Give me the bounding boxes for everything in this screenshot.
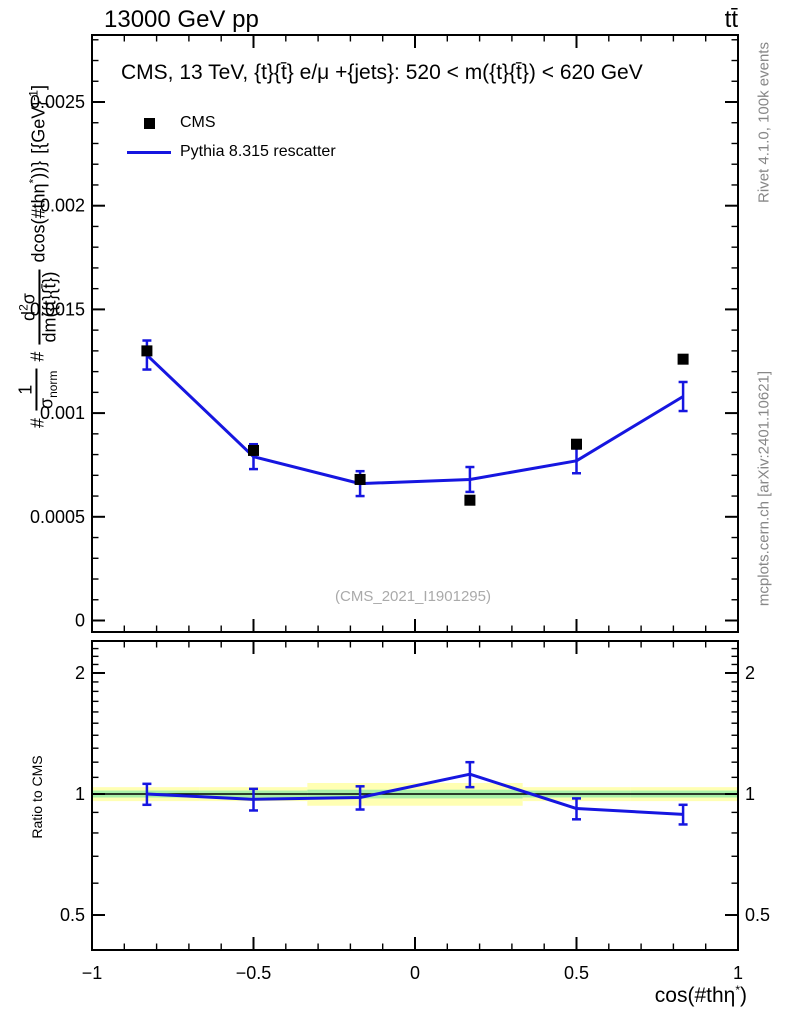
ylabel-tail: dcos(#thη*))} — [26, 161, 49, 263]
plot-title: CMS, 13 TeV, {t}{t̄} e/μ +{jets}: 520 < … — [121, 61, 643, 84]
cms-data-marker — [677, 353, 689, 365]
y-axis-tick-label: 0.001 — [40, 403, 85, 423]
norm-subscript: norm — [45, 370, 60, 398]
analysis-id-watermark: (CMS_2021_I1901295) — [335, 588, 491, 605]
cms-data-marker — [464, 494, 476, 506]
ylabel-frac2-den: dm({t}{t̄}) — [38, 271, 59, 343]
legend-entry-cms: CMS — [126, 114, 216, 132]
sigma-symbol: σ — [36, 397, 57, 410]
ratio-panel-frame — [91, 640, 739, 951]
x-axis-tick-label: 1 — [733, 963, 743, 983]
ratio-tick-label-right: 1 — [745, 784, 755, 804]
x-axis-title: cos(#thη*) — [655, 983, 747, 1008]
ratio-tick-label-right: 2 — [745, 663, 755, 683]
y-axis-tick-label: 0 — [75, 611, 85, 631]
legend-marker-area — [126, 150, 172, 154]
cms-data-marker — [354, 473, 366, 485]
x-axis-tick-label: −1 — [82, 963, 103, 983]
legend-entry-pythia: Pythia 8.315 rescatter — [126, 143, 336, 161]
ylabel-frac-den: σnorm — [36, 369, 60, 411]
rivet-version-note: Rivet 4.1.0, 100k events — [755, 42, 773, 203]
x-axis-tick-label: 0 — [410, 963, 420, 983]
ylabel-hash2: # — [27, 351, 48, 362]
ylabel-frac-xsec: d2σ dm({t}{t̄}) — [16, 269, 59, 345]
ratio-tick-label-right: 0.5 — [745, 905, 770, 925]
star-sup: * — [26, 178, 41, 184]
beam-energy-label: 13000 GeV pp — [104, 6, 259, 33]
ylabel-unit: [{GeV}-1] — [26, 85, 49, 154]
pythia-line — [145, 353, 684, 486]
ylabel-frac-num: 1 — [15, 368, 38, 412]
inverse-sup: -1 — [26, 90, 41, 101]
unit-close-bracket: ] — [28, 85, 49, 91]
cms-data-marker — [141, 345, 153, 357]
legend-label: Pythia 8.315 rescatter — [180, 143, 336, 160]
mcplots-arxiv-note: mcplots.cern.ch [arXiv:2401.10621] — [755, 370, 773, 607]
ratio-axis-title: Ratio to CMS — [29, 755, 45, 839]
x-axis-tick-label: −0.5 — [236, 963, 272, 983]
d-symbol: d — [18, 310, 39, 321]
ratio-line — [146, 772, 684, 816]
main-panel-frame — [91, 34, 739, 633]
x-title-star-sup: * — [735, 983, 740, 997]
x-title-close: ) — [740, 984, 747, 1007]
ratio-tick-label-left: 0.5 — [60, 905, 85, 925]
ylabel-frac-norm: 1 σnorm — [15, 368, 60, 412]
ylabel-frac2-num: d2σ — [16, 269, 40, 345]
cms-data-marker — [248, 444, 259, 456]
cms-data-marker — [571, 438, 582, 450]
ratio-tick-label-left: 1 — [75, 784, 85, 804]
gev-unit: [{GeV} — [28, 100, 49, 154]
ratio-tick-label-left: 2 — [75, 663, 85, 683]
legend-marker-area — [126, 117, 172, 129]
legend-label: CMS — [180, 114, 216, 131]
dcos-text: dcos(#thη — [28, 183, 49, 263]
y-axis-tick-label: 0.0005 — [30, 507, 85, 527]
closing-braces: ))} — [28, 160, 49, 179]
process-label: tt̄ — [724, 6, 738, 33]
y-axis-tick-label: 0.0025 — [30, 92, 85, 112]
sigma-symbol: σ — [18, 293, 39, 305]
x-axis-tick-label: 0.5 — [564, 963, 589, 983]
x-title-base: cos(#thη — [654, 984, 736, 1007]
y-axis-title: # 1 σnorm # d2σ dm({t}{t̄}) dcos(#thη*))} … — [15, 37, 60, 477]
ylabel-hash: # — [27, 418, 48, 429]
black-square-marker-icon — [143, 117, 155, 129]
y-axis-tick-label: 0.002 — [40, 196, 85, 216]
squared-sup: 2 — [16, 304, 31, 311]
y-axis-tick-label: 0.0015 — [30, 299, 85, 319]
blue-line-marker-icon — [127, 150, 171, 154]
